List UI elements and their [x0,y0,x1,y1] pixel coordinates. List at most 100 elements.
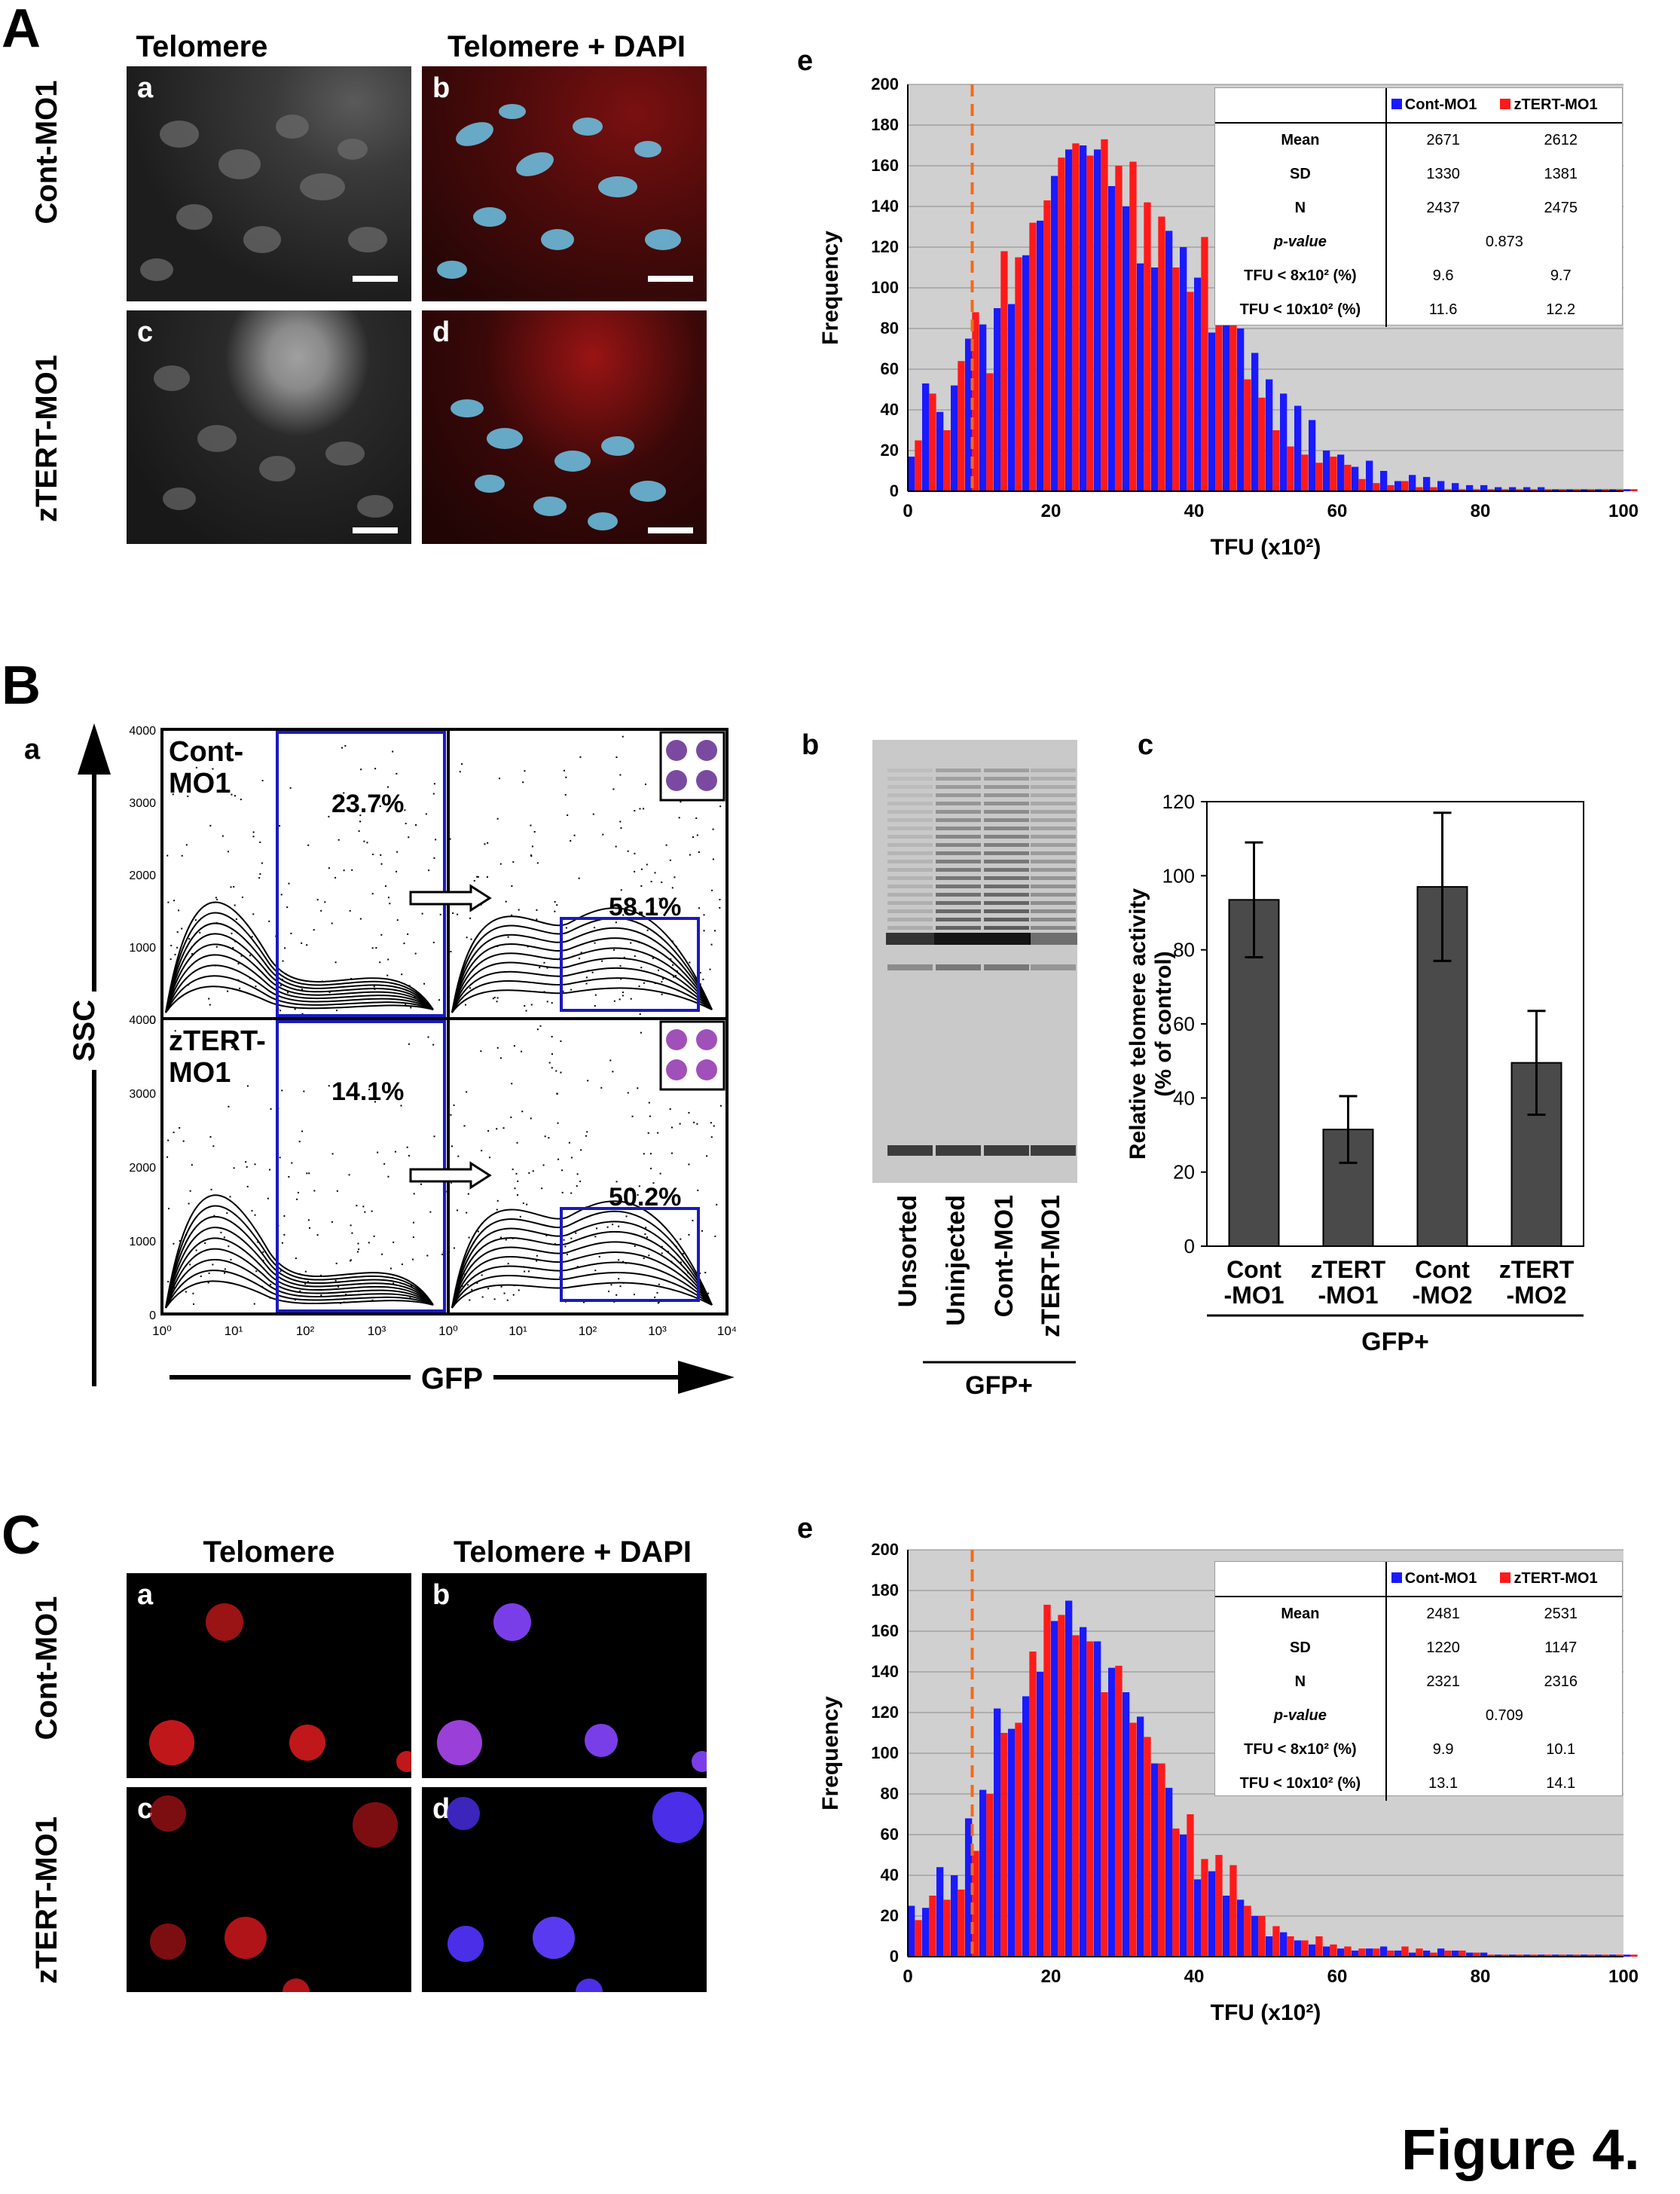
bar-ztert-mo1 [1301,1940,1309,1957]
stat-ztert: 2531 [1544,1606,1578,1622]
scatter-dot [625,1215,628,1218]
scatter-dot [281,979,283,981]
bar-cont-mo1 [1323,1946,1330,1957]
scatter-dot [344,744,347,747]
scatter-dot [368,1089,371,1091]
scatter-dot [531,845,533,848]
scatter-dot [439,913,441,915]
scatter-dot [173,900,176,902]
bar-ztert-mo1 [1215,1855,1223,1957]
scatter-dot [570,1237,573,1239]
scatter-dot [564,793,567,796]
x-tick-label: 10³ [648,1324,667,1338]
scatter-dot [481,1296,484,1298]
scatter-dot [214,964,216,967]
ladder-band [936,769,981,772]
bar-cont-mo1 [1595,1954,1602,1957]
scatter-dot [556,1092,558,1095]
scatter-dot [420,1183,422,1185]
scatter-dot [255,985,257,988]
bar-cont-mo1 [1623,1954,1631,1957]
bar-cont-mo1 [1337,454,1345,491]
scatter-dot [580,952,582,954]
x-tick-label: 0 [903,1966,912,1987]
scatter-dot [350,978,352,980]
scatter-dot [446,1192,448,1194]
ic-band [887,1145,933,1156]
scatter-dot [262,1259,264,1261]
contour-line [165,954,434,1013]
bar-ztert-mo1 [1287,1936,1294,1957]
scatter-dot [433,857,435,859]
scatter-dot [639,808,641,810]
scatter-dot [469,917,472,919]
y-tick-label: 60 [881,359,899,378]
scatter-dot [714,1235,716,1237]
ladder-band [887,860,933,863]
scatter-dot [167,1281,170,1283]
scatter-dot [426,1254,429,1257]
scatter-dot [493,1298,496,1300]
scatter-dot [414,952,417,955]
bar-cont-mo1 [1008,304,1016,491]
nuclei-overlay [150,1795,398,1992]
bar-ztert-mo1 [1602,489,1609,491]
scatter-dot [670,1260,673,1263]
stat-label: TFU < 8x10² (%) [1244,267,1357,284]
scatter-dot [486,1226,488,1228]
stat-label: Mean [1281,1606,1320,1622]
sort-arrow [409,1161,492,1190]
scatter-dot [336,1190,338,1192]
scatter-dot [432,1044,435,1046]
y-tick-label: 40 [1173,1086,1195,1109]
bar-ztert-mo1 [1459,489,1466,491]
scatter-dot [301,942,303,944]
contour-line [451,937,713,1013]
stat-label: TFU < 8x10² (%) [1244,1741,1357,1758]
bar-cont-mo1 [1366,460,1373,491]
scatter-dot [209,1135,212,1138]
stat-label: Mean [1281,132,1320,148]
scatter-dot [576,1173,579,1175]
scatter-dot [554,1242,556,1245]
ladder-band [887,818,933,822]
scatter-dot [278,825,280,827]
scatter-dot [711,889,713,891]
ladder-band [887,885,933,888]
y-tick-label: 20 [881,441,899,460]
ladder-band [984,885,1029,888]
scatter-dot [692,1219,694,1221]
bar-cont-mo1 [1165,231,1173,491]
scatter-dot [401,1264,403,1266]
contours [165,901,713,1309]
scatter-dot [661,882,663,884]
scatter-dot [364,1211,366,1213]
bar-ztert-mo1 [1616,1954,1623,1957]
bar-ztert-mo1 [1072,1635,1080,1957]
scatter-dot [188,1202,190,1205]
scatter-dot [358,830,360,833]
contour-line [165,1216,434,1309]
scatter-dot [564,1245,567,1248]
bar-cont-mo1 [979,1789,987,1957]
scatter-dot [622,735,624,738]
x-tick-label: 10² [296,1324,315,1338]
scatter-dot [189,1264,191,1266]
ladder-band [887,827,933,830]
scatter-dot [476,875,478,878]
scatter-dot [548,1137,550,1139]
scatter-dot [645,1227,647,1229]
scatter-dot [649,1115,651,1117]
contour-line [451,1261,713,1309]
bar-cont-mo1 [1037,220,1044,491]
scatter-dot [170,958,172,961]
scatter-dot [618,1225,620,1227]
ladder-band [887,810,933,814]
bar-cont-mo1 [1366,1948,1373,1957]
scatter-dot [331,1153,334,1155]
scatter-dot [646,863,648,866]
micrograph-c: c [127,310,411,544]
x-tick-label: 10⁴ [717,1324,737,1338]
scatter-dot [288,882,290,885]
scatter-dot [570,840,572,842]
